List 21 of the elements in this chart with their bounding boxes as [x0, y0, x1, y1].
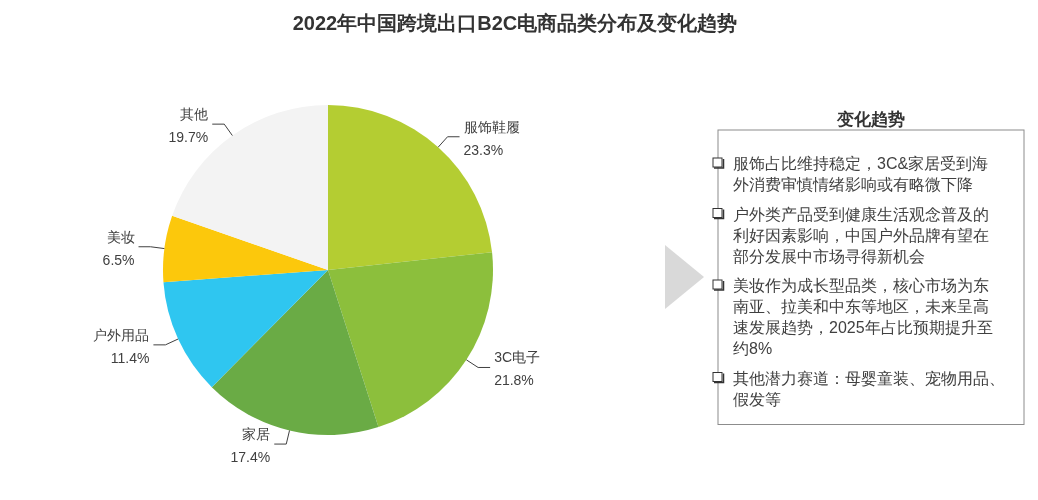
chart-title: 2022年中国跨境出口B2C电商品类分布及变化趋势	[292, 12, 738, 34]
slice-label: 美妆	[106, 228, 135, 245]
slice-label: 3C电子	[494, 349, 541, 366]
text: 服饰占比维持稳定，3C&家居受到海外消费审慎情绪影响或有略微下降	[733, 155, 989, 193]
data-label: 19.7%	[168, 129, 209, 146]
text: 变化趋势	[836, 110, 905, 129]
slice-label: 其他	[180, 106, 209, 123]
data-label: 6.5%	[102, 251, 135, 268]
slice-label: 家居	[242, 426, 271, 443]
data-label: 11.4%	[110, 349, 150, 366]
slice-label: 户外用品	[93, 326, 150, 343]
pie-slice	[163, 270, 328, 388]
data-label: 21.8%	[494, 372, 534, 389]
slice-label: 服饰鞋履	[463, 118, 520, 135]
text: 美妆作为成长型品类，核心市场为东南亚、拉美和中东等地区，未来呈高速发展趋势，2025年占比预期提升至约8%	[733, 277, 993, 357]
data-label: 23.3%	[463, 141, 504, 158]
pie-slice	[163, 215, 328, 283]
data-label: 17.4%	[230, 449, 271, 466]
text: 户外类产品受到健康生活观念普及的利好因素影响，中国户外品牌有望在部分发展中市场寻得新机会	[733, 205, 989, 265]
text: 其他潜力赛道：母婴童装、宠物用品、假发等	[733, 369, 1005, 408]
pie-slice	[328, 252, 493, 428]
